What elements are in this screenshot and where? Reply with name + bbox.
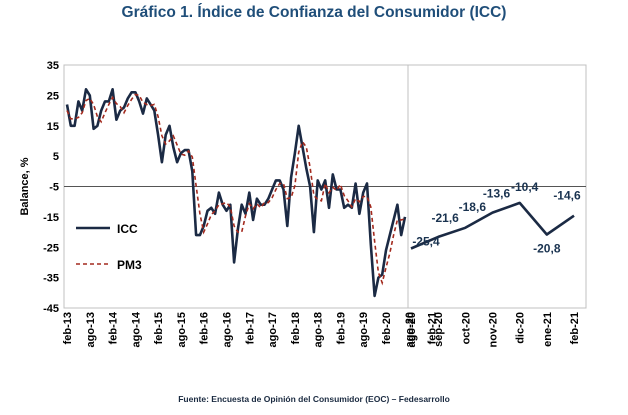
y-axis-label: Balance, % xyxy=(19,157,31,215)
y-tick-label: 5 xyxy=(53,151,59,163)
x-tick-label: ago-13 xyxy=(85,312,97,347)
x-tick-label: ago-18 xyxy=(313,312,325,347)
data-label: -20,8 xyxy=(533,241,561,255)
legend-pm3-label: PM3 xyxy=(117,258,142,272)
data-label: -18,6 xyxy=(459,200,487,214)
data-label: -21,6 xyxy=(431,211,459,225)
chart-title: Gráfico 1. Índice de Confianza del Consu… xyxy=(121,4,507,21)
y-tick-label: -35 xyxy=(43,273,59,285)
data-label: -10,4 xyxy=(511,180,539,194)
x-tick-label-zoom: ago-20 xyxy=(406,312,418,347)
x-tick-label-zoom: sep-20 xyxy=(433,312,445,347)
x-tick-label: feb-17 xyxy=(244,312,256,344)
data-label: -25,4 xyxy=(412,234,440,248)
y-tick-label: 35 xyxy=(47,60,59,72)
x-tick-label: feb-15 xyxy=(153,312,165,344)
y-tick-label: -5 xyxy=(49,182,59,194)
y-tick-label: -15 xyxy=(43,212,59,224)
x-tick-label: feb-13 xyxy=(62,312,74,344)
data-label: -13,6 xyxy=(483,187,511,201)
icc-series-line xyxy=(65,88,407,298)
icc-zoom-line xyxy=(410,201,575,250)
pm3-series-line xyxy=(66,93,406,286)
x-tick-label-zoom: feb-21 xyxy=(569,312,581,344)
x-tick-label: feb-21 xyxy=(427,312,439,344)
y-tick-label: 15 xyxy=(47,121,59,133)
y-tick-label: -45 xyxy=(43,303,59,315)
x-tick-label: ago-14 xyxy=(130,311,142,347)
x-tick-label: feb-19 xyxy=(335,312,347,344)
x-tick-label-zoom: ene-21 xyxy=(542,312,554,347)
legend-icc-label: ICC xyxy=(117,222,138,236)
data-label: -14,6 xyxy=(553,189,581,203)
x-tick-label-zoom: dic-20 xyxy=(515,312,527,344)
x-tick-label: ago-20 xyxy=(404,312,416,347)
x-tick-label: ago-17 xyxy=(267,312,279,347)
x-tick-label: ago-19 xyxy=(358,312,370,347)
x-tick-label-zoom: oct-20 xyxy=(460,312,472,344)
x-tick-label: ago-16 xyxy=(222,312,234,347)
chart-source: Fuente: Encuesta de Opinión del Consumid… xyxy=(178,394,450,404)
x-tick-label: feb-14 xyxy=(108,311,120,344)
y-tick-label: 25 xyxy=(47,90,59,102)
x-tick-label: feb-20 xyxy=(381,312,393,344)
x-tick-label: feb-18 xyxy=(290,312,302,344)
x-tick-label-zoom: nov-20 xyxy=(488,312,500,347)
x-tick-label: ago-15 xyxy=(176,312,188,347)
y-tick-label: -25 xyxy=(43,242,59,254)
x-tick-label: feb-16 xyxy=(199,312,211,344)
